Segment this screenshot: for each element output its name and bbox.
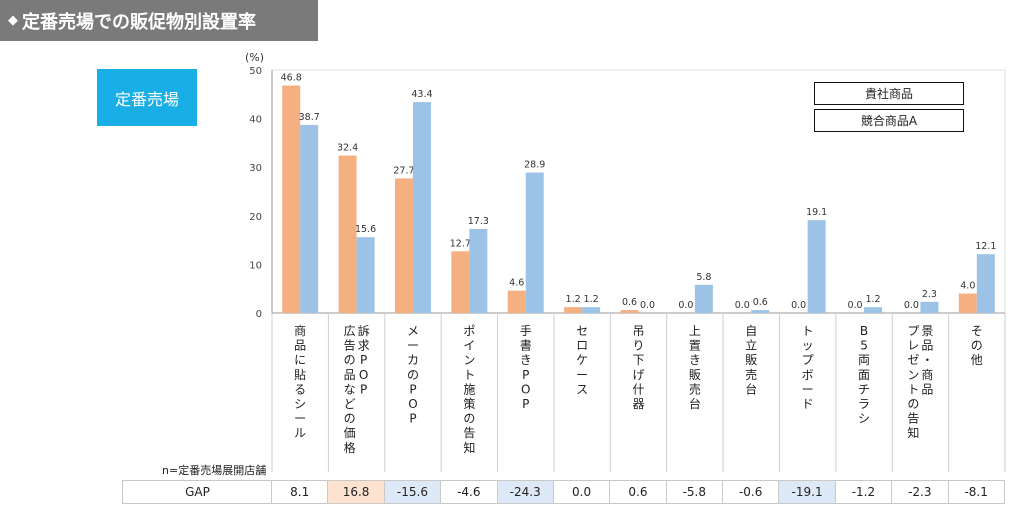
bar-series-2 bbox=[694, 284, 713, 313]
gap-cell: -4.6 bbox=[440, 480, 498, 504]
data-label: 15.6 bbox=[355, 224, 376, 235]
category-label: 自立販売台 bbox=[745, 324, 757, 396]
bar-series-2 bbox=[582, 307, 601, 313]
data-label: 0.6 bbox=[622, 297, 637, 308]
data-label: 12.1 bbox=[975, 241, 996, 252]
category-label: 景品・商品 bbox=[921, 324, 933, 396]
data-label: 5.8 bbox=[696, 272, 711, 283]
bar-series-2 bbox=[525, 172, 544, 313]
category-label: 訴求 P O P bbox=[358, 323, 370, 396]
legend-item-own-product: 貴社商品 bbox=[814, 82, 964, 105]
gap-cells: 8.1 16.8 -15.6 -4.6 -24.3 0.0 0.6 -5.8 -0.6 -19.1… bbox=[271, 480, 1005, 504]
gap-cell: -24.3 bbox=[496, 480, 554, 504]
y-axis-label: (%) bbox=[245, 51, 264, 64]
data-label: 1.2 bbox=[584, 294, 599, 305]
plot-frame bbox=[271, 69, 1006, 314]
data-label: 0.0 bbox=[847, 300, 862, 311]
gap-cell: 16.8 bbox=[327, 480, 385, 504]
data-label: 43.4 bbox=[411, 89, 432, 100]
y-tick-label: 30 bbox=[249, 163, 262, 174]
bar-series-1 bbox=[507, 290, 526, 313]
title-bar: ◆ 定番売場での販促物別設置率 bbox=[0, 0, 318, 41]
gap-cell: -5.8 bbox=[665, 480, 723, 504]
category-label: 広告の品などの価格 bbox=[344, 324, 356, 455]
gap-cell: -15.6 bbox=[383, 480, 442, 504]
bar-series-2 bbox=[300, 124, 319, 313]
legend-item-competitor-a: 競合商品A bbox=[814, 109, 964, 132]
diamond-icon: ◆ bbox=[8, 13, 18, 28]
data-label: 4.6 bbox=[509, 278, 524, 289]
category-label: 上置き販売台 bbox=[689, 324, 701, 411]
bar-series-2 bbox=[807, 220, 826, 313]
category-label: その他 bbox=[971, 324, 983, 367]
bar-series-2 bbox=[920, 301, 939, 313]
bar-series-1 bbox=[620, 310, 639, 313]
bar-series-1 bbox=[282, 85, 301, 313]
bar-series-2 bbox=[976, 254, 995, 313]
data-label: 12.7 bbox=[450, 238, 471, 249]
category-label: B 5 両面チラシ bbox=[858, 324, 870, 426]
gap-cell: -8.1 bbox=[947, 480, 1005, 504]
bar-series-1 bbox=[564, 307, 583, 313]
bar-series-1 bbox=[451, 251, 470, 313]
y-tick-label: 0 bbox=[256, 309, 262, 320]
gap-row: GAP 8.1 16.8 -15.6 -4.6 -24.3 0.0 0.6 -5.8 -0.6-… bbox=[122, 480, 1006, 504]
data-label: 2.3 bbox=[922, 289, 937, 300]
sample-size-label: n=定番売場展開店舗 bbox=[162, 464, 267, 477]
data-label: 0.0 bbox=[904, 300, 919, 311]
category-label: 吊り下げ什器 bbox=[632, 324, 644, 411]
gap-cell: -2.3 bbox=[891, 480, 949, 504]
page-title: 定番売場での販促物別設置率 bbox=[22, 11, 256, 33]
bar-series-2 bbox=[356, 237, 375, 313]
data-label: 1.2 bbox=[566, 294, 581, 305]
category-label: 商品に貼るシール bbox=[294, 323, 306, 440]
data-label: 19.1 bbox=[806, 207, 827, 218]
y-tick-label: 50 bbox=[249, 66, 262, 77]
bar-series-1 bbox=[394, 178, 413, 313]
data-label: 4.0 bbox=[960, 281, 975, 292]
gap-label: GAP bbox=[122, 480, 272, 504]
data-label: 27.7 bbox=[393, 165, 414, 176]
bar-series-1 bbox=[958, 293, 977, 313]
gap-cell: -19.1 bbox=[778, 480, 836, 504]
category-label: メーカの P O P bbox=[407, 324, 419, 426]
data-label: 32.4 bbox=[337, 143, 358, 154]
data-label: 0.6 bbox=[753, 297, 768, 308]
data-label: 17.3 bbox=[468, 216, 489, 227]
y-tick-label: 20 bbox=[249, 212, 262, 223]
gap-cell: 0.0 bbox=[552, 480, 611, 504]
data-label: 28.9 bbox=[524, 160, 545, 171]
category-label: 手書き P O P bbox=[520, 324, 532, 411]
category-label: セロケース bbox=[576, 324, 588, 396]
data-label: 1.2 bbox=[865, 294, 880, 305]
category-label: トップボード bbox=[802, 324, 814, 411]
gap-cell: 0.6 bbox=[609, 480, 667, 504]
y-tick-label: 40 bbox=[249, 115, 262, 126]
category-label: プレゼントの告知 bbox=[907, 324, 919, 440]
y-tick-label: 10 bbox=[249, 260, 262, 271]
section-badge: 定番売場 bbox=[97, 69, 197, 126]
gap-cell: -0.6 bbox=[722, 480, 780, 504]
bar-series-1 bbox=[338, 155, 357, 313]
data-label: 0.0 bbox=[678, 300, 693, 311]
data-label: 0.0 bbox=[735, 300, 750, 311]
category-label: ポイント施策の告知 bbox=[463, 324, 475, 455]
bar-series-2 bbox=[751, 310, 770, 313]
bar-series-2 bbox=[864, 307, 883, 313]
bar-series-2 bbox=[469, 228, 488, 313]
data-label: 38.7 bbox=[299, 112, 320, 123]
gap-cell: -1.2 bbox=[834, 480, 893, 504]
data-label: 0.0 bbox=[640, 300, 655, 311]
bar-series-2 bbox=[412, 102, 431, 314]
data-label: 0.0 bbox=[791, 300, 806, 311]
gap-cell: 8.1 bbox=[271, 480, 329, 504]
data-label: 46.8 bbox=[281, 73, 302, 84]
